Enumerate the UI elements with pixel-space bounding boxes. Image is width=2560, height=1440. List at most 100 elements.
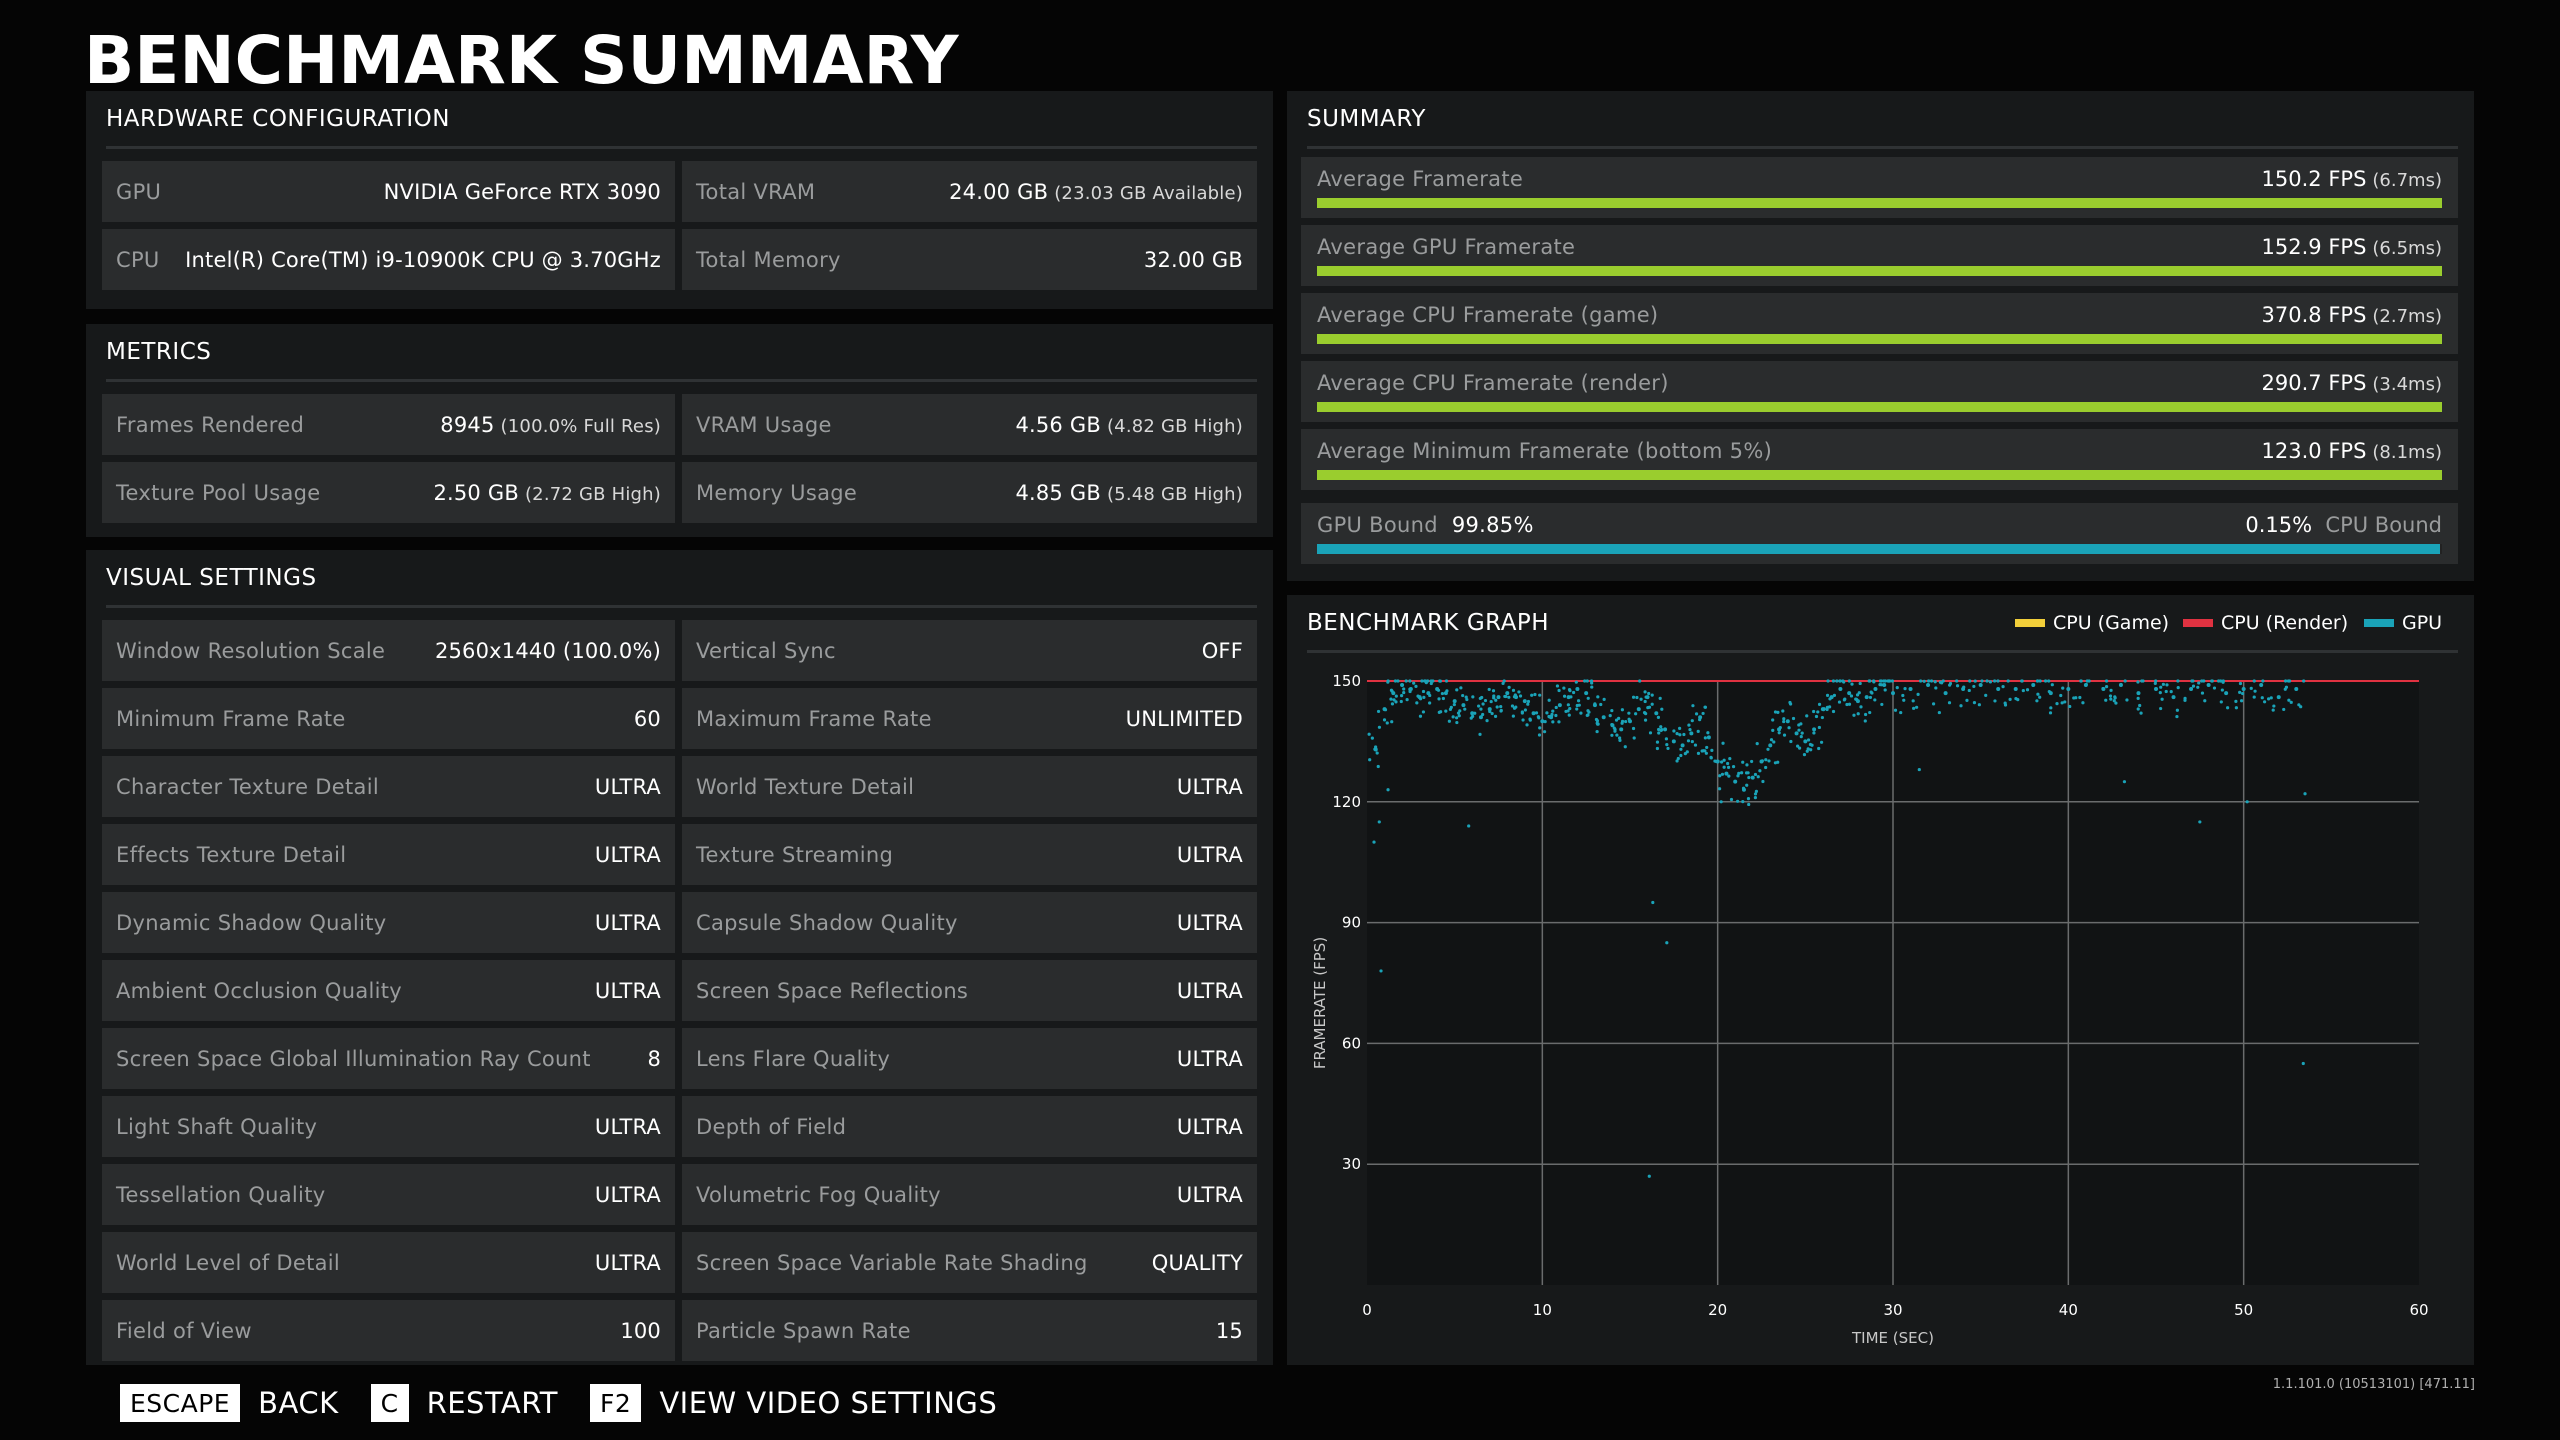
gpu-point — [1805, 714, 1809, 718]
gpu-point — [1436, 688, 1441, 692]
gpu-point — [1943, 691, 1948, 696]
gpu-point — [1473, 711, 1477, 715]
gpu-point — [1647, 691, 1651, 696]
setting-label: Lens Flare Quality — [696, 1046, 891, 1071]
gpu-point — [1736, 774, 1740, 778]
gpu-point — [1571, 690, 1576, 695]
gpu-point — [1537, 716, 1541, 720]
gpu-point — [1583, 679, 1587, 683]
setting-value-sub: (2.72 GB High) — [524, 483, 661, 505]
view-video-settings-action[interactable]: VIEW VIDEO SETTINGS — [659, 1386, 998, 1420]
gpu-point — [1694, 712, 1699, 716]
footer-actions: ESCAPE BACK C RESTART F2 VIEW VIDEO SETTINGS — [120, 1383, 1029, 1423]
gpu-point — [1499, 708, 1503, 713]
gpu-point — [2113, 696, 2117, 700]
gpu-point — [1753, 792, 1758, 796]
gpu-point — [1959, 704, 1963, 708]
gpu-point — [2200, 679, 2204, 683]
gpu-point — [2266, 697, 2271, 701]
gpu-point — [1787, 726, 1791, 730]
gpu-point — [1728, 757, 1732, 761]
gpu-point — [1575, 687, 1580, 692]
key-c-badge[interactable]: C — [370, 1384, 409, 1422]
gpu-point — [1615, 733, 1619, 737]
setting-value: ULTRA — [1177, 911, 1243, 935]
gpu-point — [1817, 746, 1821, 751]
gpu-point — [2263, 700, 2267, 704]
gpu-point — [1618, 738, 1622, 742]
gpu-point — [1480, 695, 1484, 700]
gpu-point — [1585, 679, 1589, 683]
gpu-point — [1610, 708, 1614, 713]
gpu-point — [1644, 711, 1648, 716]
setting-cell: Screen Space Reflections ULTRA — [682, 960, 1257, 1021]
gpu-point — [1797, 728, 1801, 732]
gpu-point — [1526, 702, 1530, 706]
gpu-point — [2047, 689, 2051, 694]
gpu-point — [2176, 679, 2180, 683]
summary-value-main: 370.8 FPS — [2261, 303, 2367, 327]
gpu-point — [1429, 681, 1433, 686]
gpu-point — [1445, 689, 1449, 693]
gpu-point — [1400, 694, 1404, 698]
gpu-point — [1806, 738, 1811, 742]
legend-item: GPU — [2364, 612, 2442, 634]
x-tick-label: 20 — [1708, 1301, 1727, 1319]
setting-value: 8945 (100.0% Full Res) — [440, 413, 661, 437]
gpu-point — [2283, 687, 2287, 691]
back-action[interactable]: BACK — [258, 1386, 339, 1420]
gpu-point — [2035, 699, 2039, 703]
gpu-point — [1777, 731, 1781, 735]
restart-action[interactable]: RESTART — [426, 1386, 559, 1420]
gpu-point — [1551, 720, 1555, 724]
gpu-point — [1805, 749, 1809, 753]
setting-value: 15 — [1216, 1319, 1243, 1343]
gpu-point — [1639, 697, 1643, 701]
setting-value-main: 60 — [633, 706, 661, 731]
gpu-point — [1437, 710, 1441, 714]
setting-value-main: 15 — [1215, 1318, 1243, 1343]
gpu-point — [1985, 679, 1989, 683]
gpu-point — [2196, 685, 2200, 689]
gpu-point — [1370, 736, 1374, 740]
gpu-point — [1753, 796, 1758, 800]
setting-label: GPU — [116, 179, 162, 204]
key-escape-badge[interactable]: ESCAPE — [120, 1384, 241, 1422]
setting-label: Screen Space Variable Rate Shading — [696, 1250, 1088, 1275]
key-f2-badge[interactable]: F2 — [590, 1384, 642, 1422]
setting-cell: Character Texture Detail ULTRA — [102, 756, 675, 817]
gpu-point — [1902, 698, 1906, 702]
summary-value: 152.9 FPS (6.5ms) — [2262, 235, 2442, 259]
gpu-point — [2043, 679, 2048, 683]
setting-value: 4.85 GB (5.48 GB High) — [1015, 481, 1243, 505]
gpu-point — [2136, 680, 2140, 684]
gpu-point — [1859, 705, 1863, 709]
gpu-point — [1390, 720, 1394, 724]
gpu-point — [1691, 704, 1695, 708]
setting-value-main: OFF — [1201, 638, 1243, 663]
setting-value-main: ULTRA — [1176, 978, 1243, 1003]
setting-label: Vertical Sync — [696, 638, 836, 663]
gpu-point — [1566, 709, 1570, 713]
gpu-point — [1864, 695, 1869, 700]
gpu-point — [1731, 764, 1736, 769]
gpu-point — [1390, 702, 1395, 706]
gpu-point — [1782, 717, 1786, 721]
gpu-point — [2021, 688, 2025, 693]
gpu-point — [1817, 725, 1821, 730]
setting-value: UNLIMITED — [1126, 707, 1243, 731]
gpu-point — [1929, 679, 1934, 683]
gpu-point — [2175, 708, 2179, 712]
gpu-point — [1555, 684, 1560, 688]
gpu-point — [1852, 713, 1856, 717]
gpu-point — [1812, 709, 1816, 714]
gpu-point — [1437, 697, 1441, 701]
gpu-point — [2108, 694, 2113, 698]
gpu-point — [1422, 695, 1426, 699]
setting-value-main: Intel(R) Core(TM) i9-10900K CPU @ 3.70GH… — [185, 247, 661, 272]
gpu-point — [1868, 679, 1872, 683]
gpu-point — [1993, 679, 1997, 683]
metrics-header: METRICS — [106, 324, 1257, 382]
setting-cell: Total Memory 32.00 GB — [682, 229, 1257, 290]
gpu-point — [1868, 695, 1873, 700]
